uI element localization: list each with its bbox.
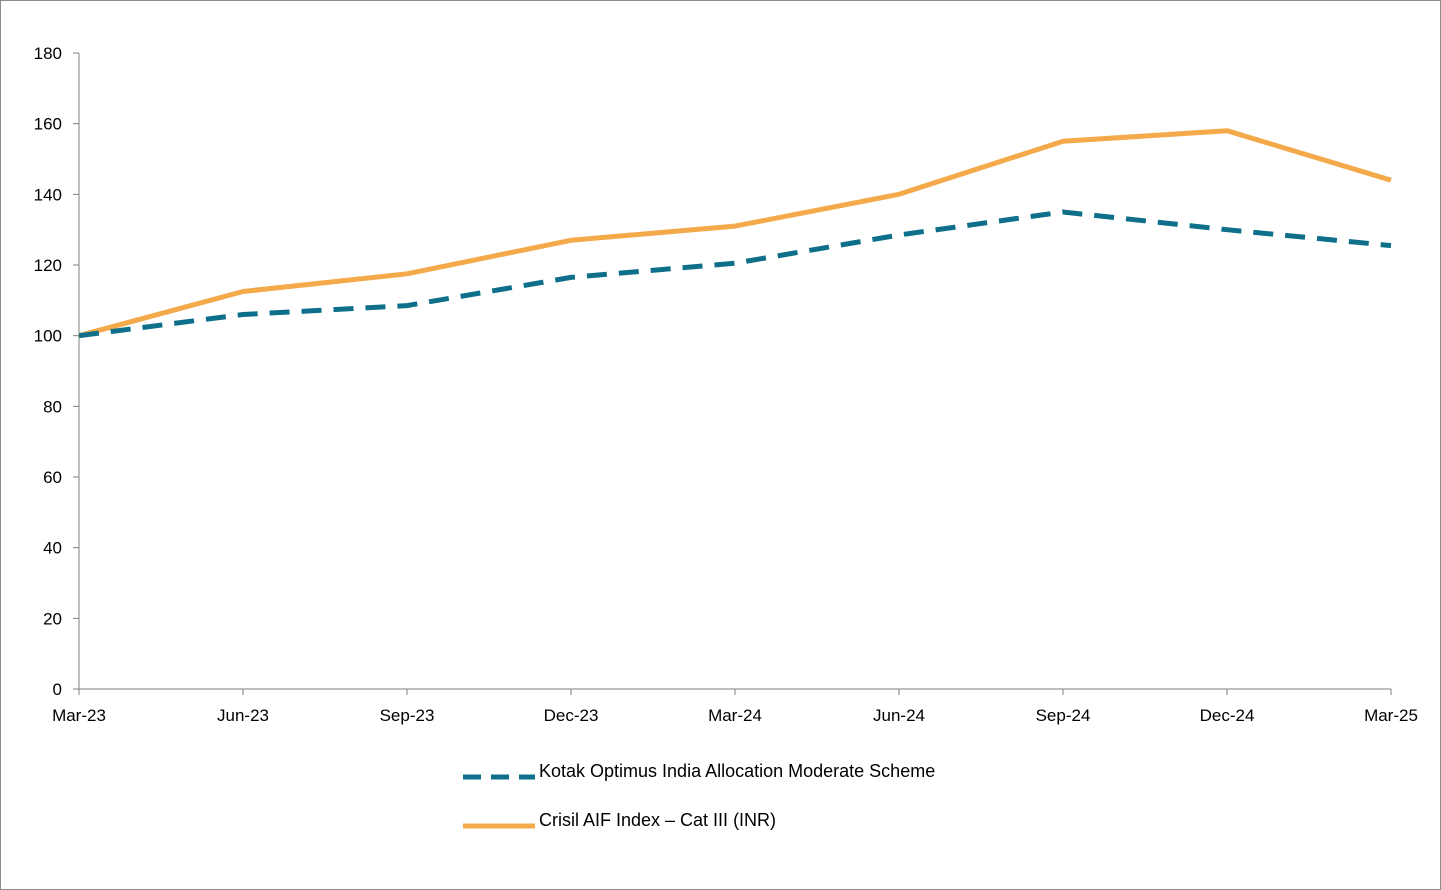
series-line-kotak [78,209,1392,339]
x-tick-label: Sep-23 [380,706,435,725]
y-tick-label: 80 [43,397,62,416]
x-axis: Mar-23 Jun-23 Sep-23 Dec-23 Mar-24 Jun-24 Sep-… [52,688,1418,725]
x-tick-label: Dec-23 [544,706,599,725]
x-tick-label: Mar-24 [708,706,762,725]
y-tick-label: 20 [43,609,62,628]
y-tick-label: 100 [34,327,62,346]
legend-label-crisil: Crisil AIF Index – Cat III (INR) [539,809,777,830]
legend-swatch-crisil [463,815,535,829]
x-tick-label: Jun-23 [217,706,269,725]
x-tick-label: Mar-25 [1364,706,1418,725]
x-tick-label: Jun-24 [873,706,925,725]
line-chart: 0 20 40 60 80 100 120 140 160 180 Mar-23 Jun-23 Sep… [34,44,1418,725]
x-tick-label: Mar-23 [52,706,106,725]
legend-item-crisil: Crisil AIF Index – Cat III (INR) [463,802,935,838]
series-lines [78,128,1392,339]
legend-item-kotak: Kotak Optimus India Allocation Moderate … [463,753,935,789]
x-tick-label: Dec-24 [1200,706,1255,725]
y-tick-label: 140 [34,185,62,204]
legend-label-kotak: Kotak Optimus India Allocation Moderate … [539,760,936,781]
y-tick-label: 160 [34,115,62,134]
y-tick-label: 180 [34,44,62,63]
y-tick-label: 40 [43,539,62,558]
x-tick-label: Sep-24 [1036,706,1091,725]
y-tick-label: 0 [53,680,62,699]
y-tick-label: 120 [34,256,62,275]
y-tick-label: 60 [43,468,62,487]
series-line-crisil [78,128,1392,339]
legend: Kotak Optimus India Allocation Moderate … [463,753,935,851]
y-axis: 0 20 40 60 80 100 120 140 160 180 [34,44,80,699]
legend-swatch-kotak [463,766,535,780]
